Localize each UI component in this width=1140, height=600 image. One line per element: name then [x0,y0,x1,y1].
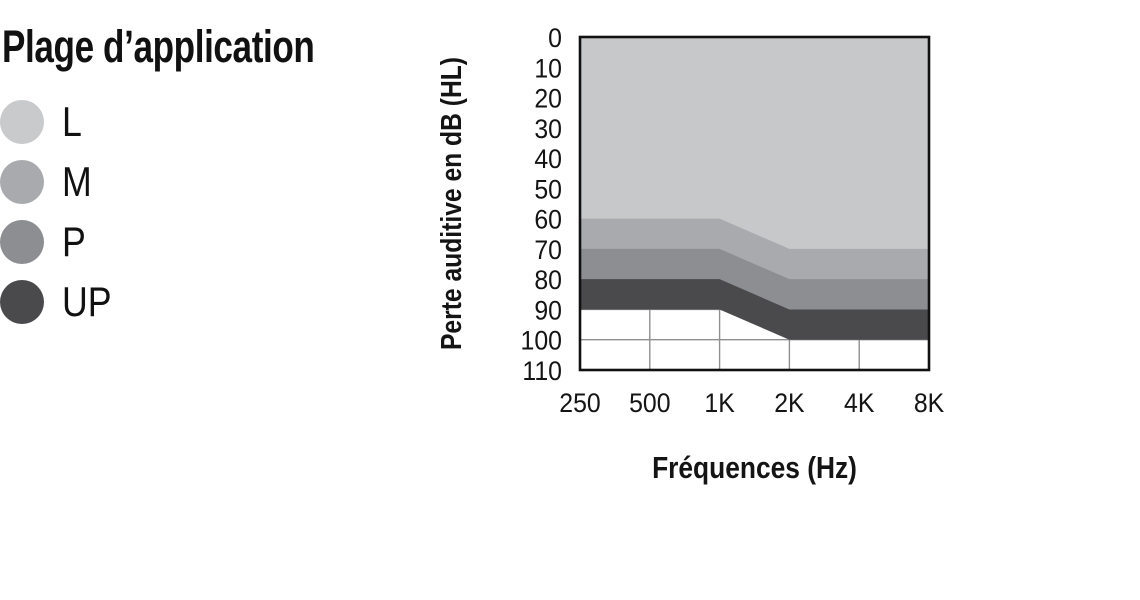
y-axis-tick-label: 70 [534,236,562,265]
x-axis-tick-label: 4K [844,389,875,418]
x-axis-tick-label: 1K [704,389,735,418]
legend-swatch-m-icon [0,160,44,204]
y-axis-tick-label: 80 [534,266,562,295]
plot-border [578,35,931,372]
legend-swatch-up-icon [0,280,44,324]
page-title: Plage d’application [2,21,315,72]
legend-item-p: P [0,220,120,264]
fitting-range-legend: L M P UP [0,100,120,324]
y-axis-tick-label: 30 [534,115,562,144]
legend-label-l: L [62,98,82,145]
y-axis-tick-label: 50 [534,175,562,204]
legend-item-l: L [0,100,120,144]
legend-swatch-l-icon [0,100,44,144]
y-axis-tick-label: 0 [548,24,562,53]
x-axis-tick-label: 2K [774,389,805,418]
band-l [580,37,929,249]
y-axis-tick-label: 110 [522,357,562,386]
x-axis-tick-label: 500 [629,389,670,418]
x-axis-title: Fréquences (Hz) [652,451,857,485]
y-axis-tick-label: 60 [534,206,562,235]
x-axis-tick-label: 8K [914,389,945,418]
legend-label-p: P [62,218,86,265]
legend-label-m: M [62,158,92,205]
legend-item-m: M [0,160,120,204]
y-axis-tick-label: 90 [534,297,562,326]
y-axis-tick-label: 100 [521,327,562,356]
y-axis-title: Perte auditive en dB (HL) [435,57,467,350]
legend-item-up: UP [0,280,120,324]
y-axis-tick-label: 20 [534,85,562,114]
legend-label-up: UP [62,278,112,325]
y-axis-tick-label: 40 [534,145,562,174]
legend-swatch-p-icon [0,220,44,264]
y-axis-tick-label: 10 [534,54,562,83]
x-axis-tick-label: 250 [559,389,600,418]
